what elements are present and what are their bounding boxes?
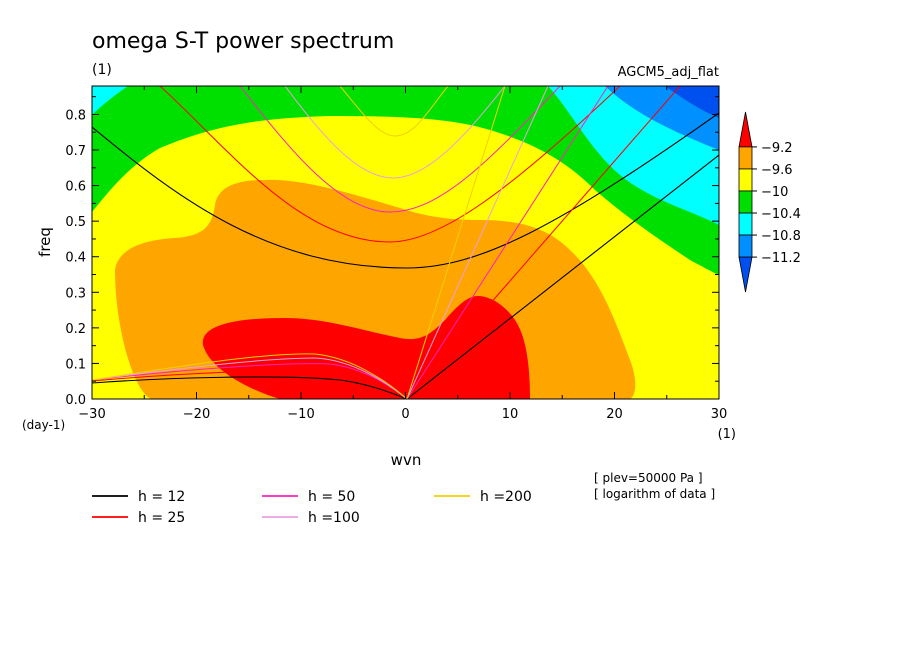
legend-label: h = 25 [138, 510, 185, 526]
colorbar-top-arrow [738, 111, 753, 148]
curve-h12-kelvin [406, 154, 719, 399]
legend-label: h = 12 [138, 489, 185, 505]
colorbar-label: −10.8 [761, 229, 801, 244]
contour-field [92, 86, 719, 399]
colorbar-label: −9.2 [761, 141, 793, 156]
y-axis: 0.0 0.1 0.2 0.3 0.4 0.5 0.6 0.7 0.8 [65, 96, 719, 408]
curve-h50-kelvin [406, 86, 609, 399]
colorbar-segment [738, 212, 753, 236]
dataset-label: AGCM5_adj_flat [618, 65, 719, 80]
x-axis-label: wvn [391, 451, 422, 469]
colorbar-bottom-arrow [738, 256, 753, 293]
colorbar-label: −11.2 [761, 251, 801, 266]
colorbar-segment [738, 234, 753, 258]
x-tick-label: 10 [502, 407, 519, 422]
curve-h50-mrg [92, 363, 408, 399]
curve-h200-mrg [92, 353, 408, 399]
x-tick-label: 0 [401, 407, 409, 422]
curve-h25-mrg [92, 370, 408, 399]
y-tick-label: 0.3 [65, 286, 86, 301]
y-tick-label: 0.8 [65, 108, 86, 123]
x-tick-label: −20 [183, 407, 210, 422]
x-axis-unit: (1) [718, 427, 736, 442]
contour-cyan-topleft [92, 86, 128, 115]
colorbar: −9.2 −9.6 −10 −10.4 −10.8 −11.2 [738, 111, 801, 293]
note-log: [ logarithm of data ] [594, 487, 715, 501]
y-tick-label: 0.1 [65, 357, 86, 372]
curve-h100-mrg [92, 357, 408, 399]
chart-subtitle: (1) [92, 62, 112, 78]
curve-h12-n1 [92, 112, 719, 269]
colorbar-label: −10 [761, 185, 788, 200]
dispersion-curves [92, 86, 719, 399]
curve-h100-n1 [284, 86, 506, 179]
curve-h50-n1 [239, 86, 561, 213]
legend-label: h =200 [480, 489, 532, 505]
colorbar-segment [738, 190, 753, 214]
y-axis-label: freq [36, 227, 54, 257]
y-tick-label: 0.0 [65, 393, 86, 408]
contour-red [202, 296, 530, 399]
colorbar-segment [738, 146, 753, 170]
x-tick-label: 20 [606, 407, 623, 422]
y-tick-label: 0.6 [65, 180, 86, 195]
curve-h200-n1 [339, 86, 449, 137]
curve-h25-kelvin [406, 86, 681, 399]
chart-title: omega S-T power spectrum [92, 29, 394, 54]
colorbar-label: −10.4 [761, 207, 801, 222]
y-tick-label: 0.2 [65, 322, 86, 337]
legend-label: h =100 [308, 510, 360, 526]
curve-h100-kelvin [406, 86, 549, 399]
curve-h200-kelvin [406, 86, 506, 399]
x-axis: −30 −20 −10 0 10 20 30 [78, 86, 727, 422]
contour-darkblue-topright [665, 86, 719, 118]
curve-h12-mrg [92, 376, 408, 399]
legend-label: h = 50 [308, 489, 355, 505]
y-tick-label: 0.5 [65, 215, 86, 230]
y-tick-label: 0.4 [65, 251, 86, 266]
colorbar-segment [738, 168, 753, 192]
colorbar-label: −9.6 [761, 163, 793, 178]
note-plev: [ plev=50000 Pa ] [594, 471, 703, 485]
x-tick-label: 30 [711, 407, 728, 422]
x-tick-label: −10 [287, 407, 314, 422]
y-axis-unit: (day-1) [22, 418, 65, 432]
legend: h = 12 h = 25 h = 50 h =100 h =200 [92, 489, 532, 526]
curve-h25-n1 [159, 86, 621, 243]
y-tick-label: 0.7 [65, 144, 86, 159]
x-tick-label: −30 [78, 407, 105, 422]
